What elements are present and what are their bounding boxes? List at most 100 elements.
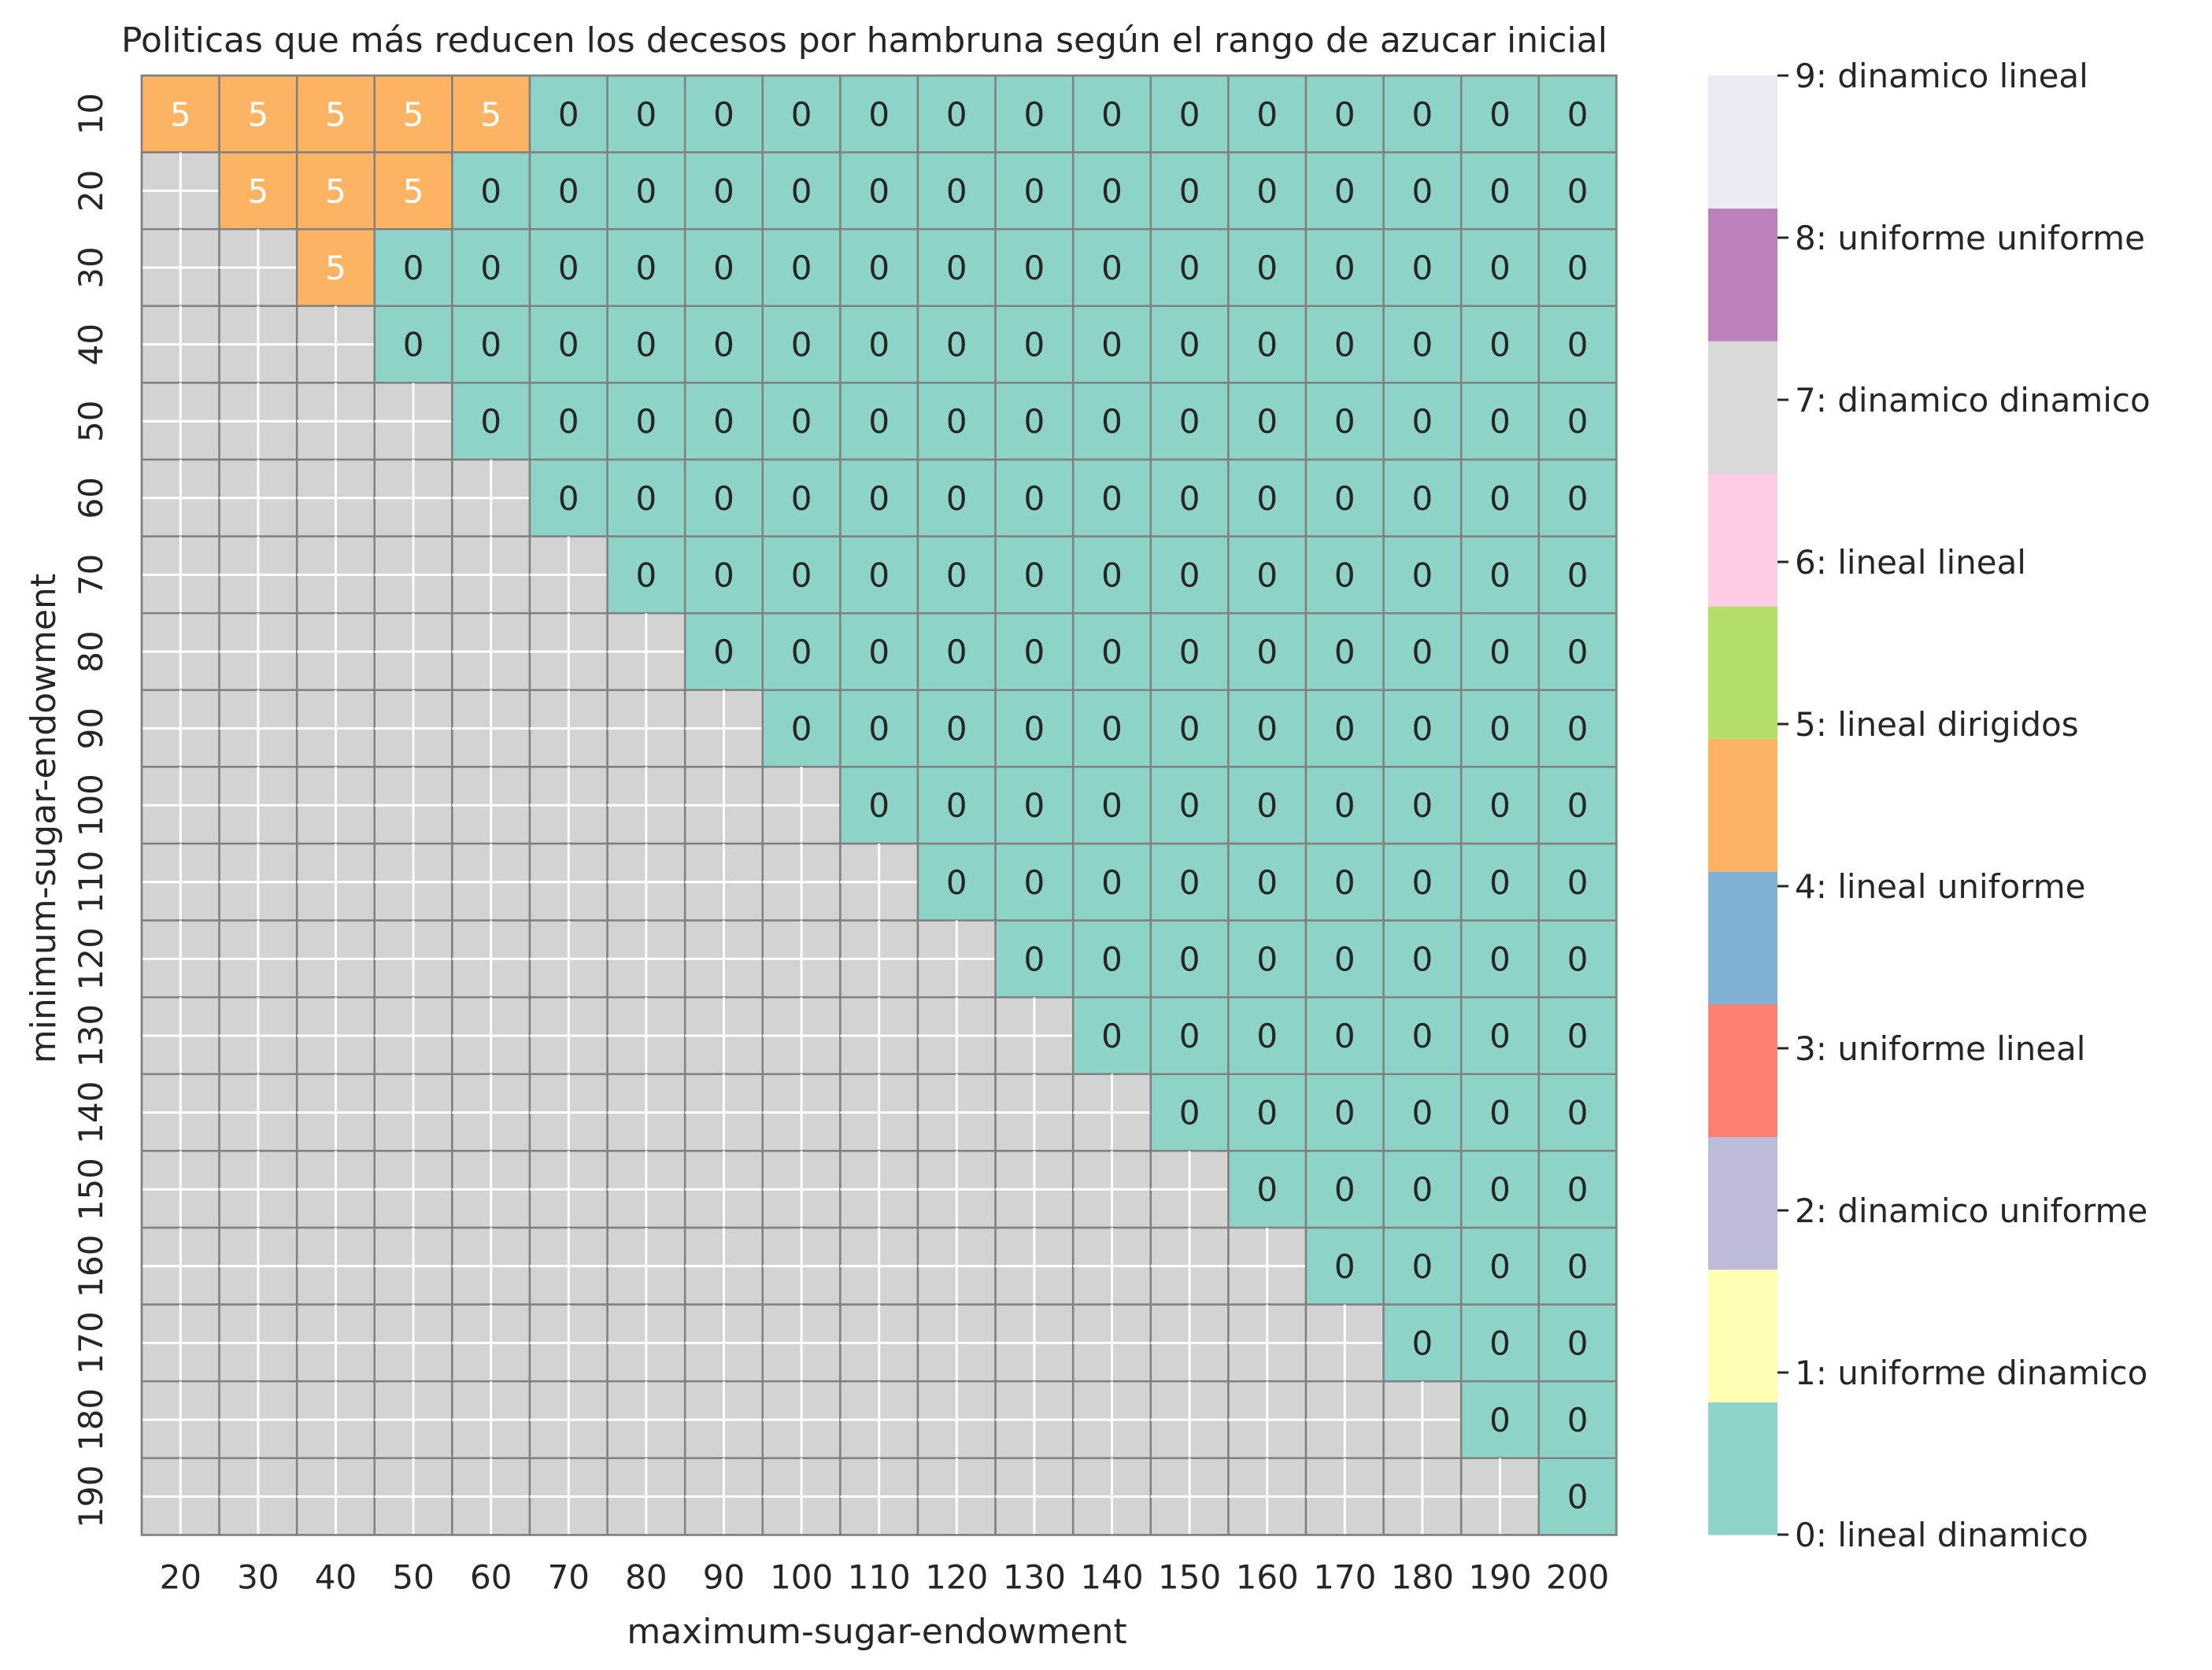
cell-value-label: 0	[1412, 786, 1433, 825]
cell-value-label: 0	[1024, 786, 1045, 825]
cell-value-label: 0	[1412, 863, 1433, 902]
cell-value-label: 0	[1489, 863, 1511, 902]
cell-value-label: 0	[1489, 633, 1511, 671]
cell-value-label: 0	[1179, 863, 1200, 902]
x-tick-label: 80	[625, 1557, 667, 1596]
cell-value-label: 0	[1101, 326, 1123, 364]
colorbar-segment	[1708, 1004, 1777, 1137]
x-tick-label: 120	[925, 1557, 988, 1596]
cell-value-label: 0	[1412, 326, 1433, 364]
cell-value-label: 0	[868, 402, 890, 441]
chart-title: Politicas que más reducen los decesos po…	[121, 20, 1607, 61]
colorbar	[1708, 76, 1777, 1535]
y-tick-label: 10	[72, 93, 110, 135]
cell-value-label: 0	[1101, 863, 1123, 902]
cell-value-label: 0	[480, 249, 501, 287]
cell-value-label: 0	[1256, 249, 1278, 287]
cell-value-label: 0	[1334, 1017, 1356, 1055]
cell-value-label: 0	[1101, 479, 1123, 518]
x-axis-label: maximum-sugar-endowment	[627, 1612, 1126, 1652]
cell-value-label: 0	[1567, 1247, 1589, 1286]
cell-value-label: 0	[1567, 402, 1589, 441]
y-tick-label: 110	[72, 851, 110, 914]
cell-value-label: 0	[1256, 786, 1278, 825]
cell-value-label: 0	[1334, 786, 1356, 825]
cell-value-label: 0	[1489, 1324, 1511, 1362]
cell-value-label: 0	[558, 172, 579, 210]
cell-value-label: 0	[1567, 1017, 1589, 1055]
cell-value-label: 0	[791, 710, 812, 748]
colorbar-label: 6: lineal lineal	[1795, 543, 2026, 582]
cell-value-label: 0	[1334, 556, 1356, 594]
cell-value-label: 0	[1256, 1170, 1278, 1209]
cell-value-label: 0	[868, 326, 890, 364]
cell-value-label: 5	[325, 249, 346, 287]
y-tick-label: 170	[72, 1311, 110, 1374]
cell-value-label: 0	[1101, 940, 1123, 978]
cell-value-label: 0	[1024, 863, 1045, 902]
cell-value-label: 0	[1412, 402, 1433, 441]
cell-value-label: 0	[868, 633, 890, 671]
cell-value-label: 0	[1179, 326, 1200, 364]
cell-value-label: 0	[713, 479, 734, 518]
cell-value-label: 0	[1024, 633, 1045, 671]
x-tick-label: 40	[315, 1557, 357, 1596]
cell-value-label: 0	[1412, 1094, 1433, 1132]
cell-value-label: 0	[946, 249, 967, 287]
cell-value-label: 0	[791, 249, 812, 287]
cell-value-label: 0	[1101, 95, 1123, 134]
cell-value-label: 0	[868, 710, 890, 748]
y-tick-label: 30	[72, 246, 110, 288]
cell-value-label: 0	[1567, 1478, 1589, 1517]
cell-value-label: 5	[480, 95, 501, 134]
cell-value-label: 0	[1489, 710, 1511, 748]
cell-value-label: 0	[1179, 633, 1200, 671]
cell-value-label: 0	[791, 633, 812, 671]
cell-value-label: 0	[1567, 786, 1589, 825]
cell-value-label: 0	[1101, 1017, 1123, 1055]
cell-value-label: 0	[1101, 556, 1123, 594]
cell-value-label: 5	[170, 95, 191, 134]
cell-value-label: 0	[713, 172, 734, 210]
cell-value-label: 0	[791, 556, 812, 594]
cell-value-label: 0	[1179, 940, 1200, 978]
x-tick-label: 190	[1468, 1557, 1531, 1596]
cell-value-label: 0	[636, 95, 657, 134]
cell-value-label: 0	[1101, 249, 1123, 287]
cell-value-label: 0	[946, 863, 967, 902]
cell-value-label: 0	[1489, 1094, 1511, 1132]
cell-value-label: 0	[1179, 402, 1200, 441]
cell-value-label: 5	[248, 95, 269, 134]
cell-value-label: 0	[1334, 633, 1356, 671]
cell-value-label: 0	[1256, 479, 1278, 518]
y-tick-label: 120	[72, 927, 110, 990]
cell-value-label: 0	[946, 710, 967, 748]
colorbar-segment	[1708, 1402, 1777, 1535]
cell-value-label: 5	[325, 172, 346, 210]
cell-value-label: 0	[403, 249, 424, 287]
cell-value-label: 0	[558, 95, 579, 134]
cell-value-label: 0	[403, 326, 424, 364]
cell-value-label: 0	[1489, 95, 1511, 134]
y-tick-label: 20	[72, 170, 110, 212]
colorbar-label: 7: dinamico dinamico	[1795, 381, 2151, 419]
cell-value-label: 0	[946, 95, 967, 134]
y-tick-label: 70	[72, 554, 110, 596]
cell-value-label: 0	[1101, 786, 1123, 825]
cell-value-label: 0	[1412, 1170, 1433, 1209]
cell-value-label: 0	[1567, 479, 1589, 518]
cell-value-label: 0	[636, 556, 657, 594]
x-tick-label: 130	[1003, 1557, 1066, 1596]
cell-value-label: 0	[1334, 249, 1356, 287]
cell-value-label: 0	[1179, 1094, 1200, 1132]
x-tick-labels: 20 30 40 50 60 70 80 90 100 110 120 130 140 150 160 170…	[160, 1557, 1610, 1596]
colorbar-segment	[1708, 474, 1777, 607]
cell-value-label: 0	[1412, 556, 1433, 594]
cell-value-label: 0	[1489, 326, 1511, 364]
cell-value-label: 0	[558, 249, 579, 287]
cell-value-label: 0	[1489, 1401, 1511, 1439]
cell-value-label: 0	[1024, 326, 1045, 364]
cell-value-label: 0	[1334, 863, 1356, 902]
cell-value-label: 0	[868, 556, 890, 594]
cell-value-label: 0	[946, 402, 967, 441]
